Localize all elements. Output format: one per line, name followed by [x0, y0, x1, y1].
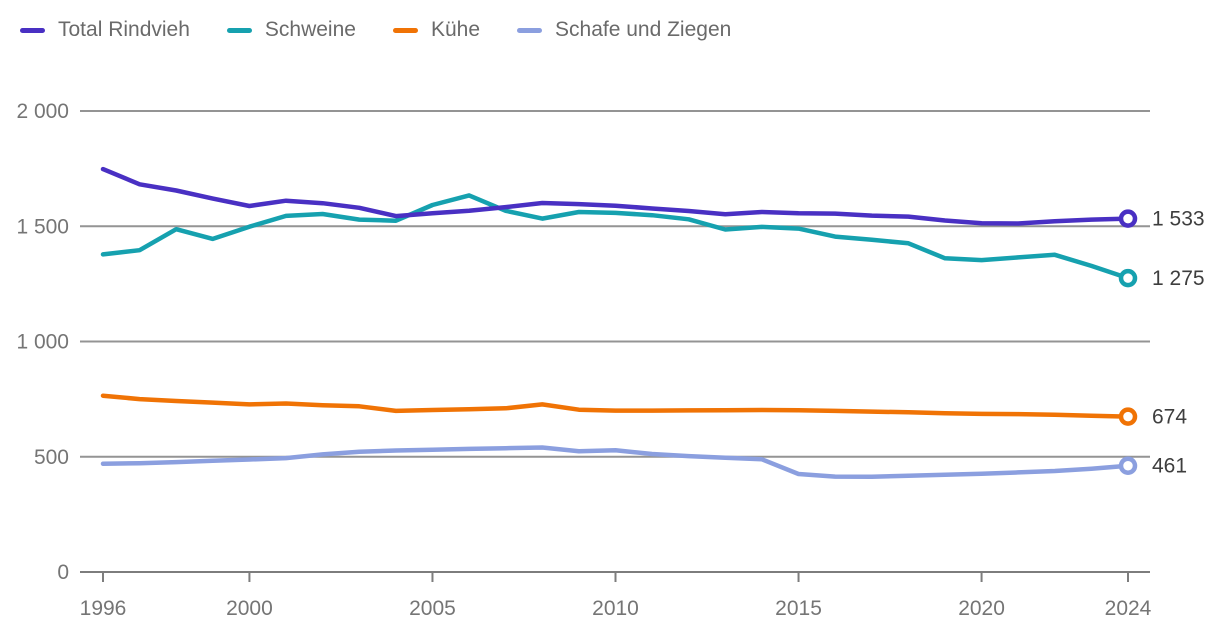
series-line-schafe-und-ziegen[interactable]: [100, 445, 1131, 480]
x-tick-label-2005: 2005: [409, 597, 456, 620]
end-value-k-he: 674: [1152, 406, 1187, 429]
y-tick-label-1500: 1 500: [16, 215, 69, 238]
legend-swatch-schweine: [226, 27, 252, 33]
end-value-schafe-und-ziegen: 461: [1152, 455, 1187, 478]
legend-label: Total Rindvieh: [58, 18, 190, 41]
y-tick-label-1000: 1 000: [16, 331, 69, 354]
series-line-k-he[interactable]: [100, 393, 1131, 419]
x-tick-label-2015: 2015: [775, 597, 822, 620]
x-tick-label-2024: 2024: [1105, 597, 1152, 620]
y-tick-label-500: 500: [34, 446, 69, 469]
series-line-total-rindvieh[interactable]: [100, 166, 1131, 226]
x-tick-label-1996: 1996: [80, 597, 127, 620]
x-tick-label-2000: 2000: [226, 597, 273, 620]
legend-label: Schafe und Ziegen: [555, 18, 732, 41]
x-tick-label-2020: 2020: [958, 597, 1005, 620]
end-marker-schweine[interactable]: [1118, 268, 1138, 288]
end-marker-schafe-und-ziegen[interactable]: [1118, 456, 1138, 475]
legend-swatch-schafe-und-ziegen: [517, 27, 543, 33]
legend-label: Kühe: [430, 18, 481, 41]
y-tick-label-0: 0: [57, 561, 69, 584]
chart-legend: Total Rindvieh Schweine Kühe Schafe und Zie…: [20, 18, 768, 42]
legend-item-schafe-und-ziegen[interactable]: Schafe und Ziegen: [517, 18, 731, 42]
end-value-total-rindvieh: 1 533: [1152, 208, 1205, 231]
x-tick-label-2010: 2010: [592, 597, 639, 620]
legend-item-k-he[interactable]: Kühe: [392, 18, 481, 42]
legend-item-total-rindvieh[interactable]: Total Rindvieh: [20, 18, 190, 42]
legend-swatch-k-he: [392, 27, 418, 33]
legend-item-schweine[interactable]: Schweine: [226, 18, 356, 42]
legend-swatch-total-rindvieh: [20, 27, 45, 33]
end-marker-total-rindvieh[interactable]: [1118, 209, 1138, 228]
series-line-schweine[interactable]: [100, 193, 1131, 281]
end-value-schweine: 1 275: [1152, 267, 1205, 290]
y-tick-label-2000: 2 000: [16, 100, 69, 123]
legend-label: Schweine: [264, 18, 356, 41]
end-marker-k-he[interactable]: [1118, 407, 1138, 426]
